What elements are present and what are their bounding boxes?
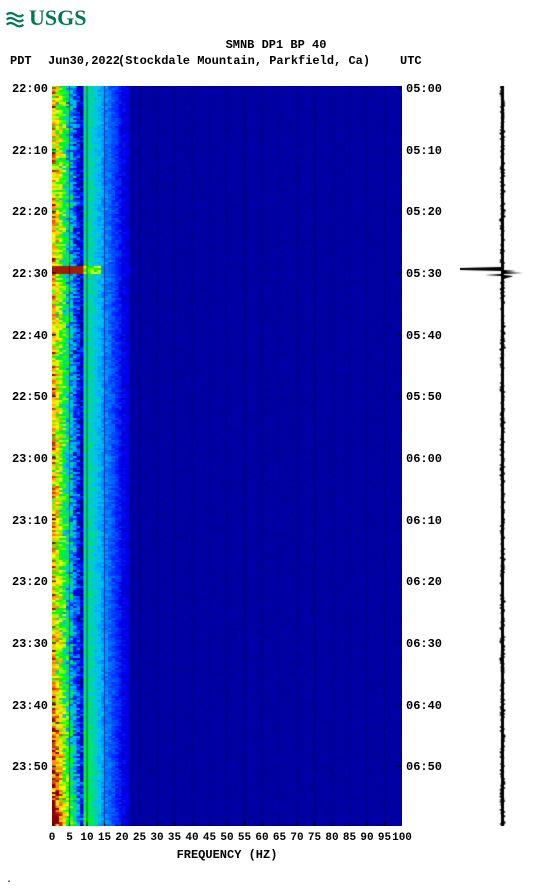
x-tick: 40 — [185, 832, 198, 844]
x-tick: 10 — [80, 832, 93, 844]
x-tick: 50 — [220, 832, 233, 844]
spectrogram-canvas — [52, 86, 402, 826]
x-tick: 30 — [150, 832, 163, 844]
x-tick: 20 — [115, 832, 128, 844]
y-tick-left: 23:10 — [12, 514, 48, 528]
x-tick: 25 — [133, 832, 146, 844]
x-tick: 5 — [66, 832, 73, 844]
seismogram-area — [460, 86, 545, 826]
y-tick-left: 22:00 — [12, 82, 48, 96]
y-tick-left: 23:20 — [12, 575, 48, 589]
x-tick: 45 — [203, 832, 216, 844]
utc-label: UTC — [400, 54, 422, 68]
y-tick-right: 06:30 — [406, 637, 442, 651]
x-tick: 0 — [49, 832, 56, 844]
y-tick-left: 23:40 — [12, 699, 48, 713]
y-tick-left: 23:30 — [12, 637, 48, 651]
logo-text: USGS — [29, 5, 86, 31]
y-tick-right: 06:20 — [406, 575, 442, 589]
y-tick-left: 22:10 — [12, 144, 48, 158]
y-tick-right: 05:30 — [406, 267, 442, 281]
pdt-label: PDT — [10, 54, 32, 68]
x-tick: 100 — [392, 832, 412, 844]
date-label: Jun30,2022 — [48, 54, 120, 68]
usgs-logo: USGS — [5, 5, 86, 31]
x-tick: 15 — [98, 832, 111, 844]
y-tick-right: 06:10 — [406, 514, 442, 528]
y-tick-right: 06:40 — [406, 699, 442, 713]
y-axis-left: 22:0022:1022:2022:3022:4022:5023:0023:10… — [0, 86, 50, 826]
x-tick: 90 — [360, 832, 373, 844]
spectrogram-area — [52, 86, 402, 826]
x-tick: 35 — [168, 832, 181, 844]
x-axis-label: FREQUENCY (HZ) — [52, 848, 402, 862]
y-tick-left: 23:00 — [12, 452, 48, 466]
y-tick-right: 05:20 — [406, 205, 442, 219]
x-tick: 80 — [325, 832, 338, 844]
y-tick-right: 05:50 — [406, 390, 442, 404]
x-tick: 65 — [273, 832, 286, 844]
x-tick: 60 — [255, 832, 268, 844]
y-tick-right: 05:10 — [406, 144, 442, 158]
y-tick-right: 05:00 — [406, 82, 442, 96]
x-tick: 95 — [378, 832, 391, 844]
footer-mark: . — [6, 875, 12, 886]
location-label: (Stockdale Mountain, Parkfield, Ca) — [118, 54, 370, 68]
y-tick-left: 23:50 — [12, 760, 48, 774]
x-tick: 85 — [343, 832, 356, 844]
chart-title: SMNB DP1 BP 40 — [0, 38, 552, 52]
y-tick-left: 22:20 — [12, 205, 48, 219]
y-tick-right: 06:50 — [406, 760, 442, 774]
y-tick-left: 22:40 — [12, 329, 48, 343]
x-tick: 55 — [238, 832, 251, 844]
y-tick-right: 05:40 — [406, 329, 442, 343]
y-axis-right: 05:0005:1005:2005:3005:4005:5006:0006:10… — [402, 86, 462, 826]
y-tick-left: 22:30 — [12, 267, 48, 281]
y-tick-right: 06:00 — [406, 452, 442, 466]
y-tick-left: 22:50 — [12, 390, 48, 404]
seismogram-canvas — [460, 86, 545, 826]
wave-icon — [5, 8, 25, 28]
x-tick: 75 — [308, 832, 321, 844]
x-tick: 70 — [290, 832, 303, 844]
